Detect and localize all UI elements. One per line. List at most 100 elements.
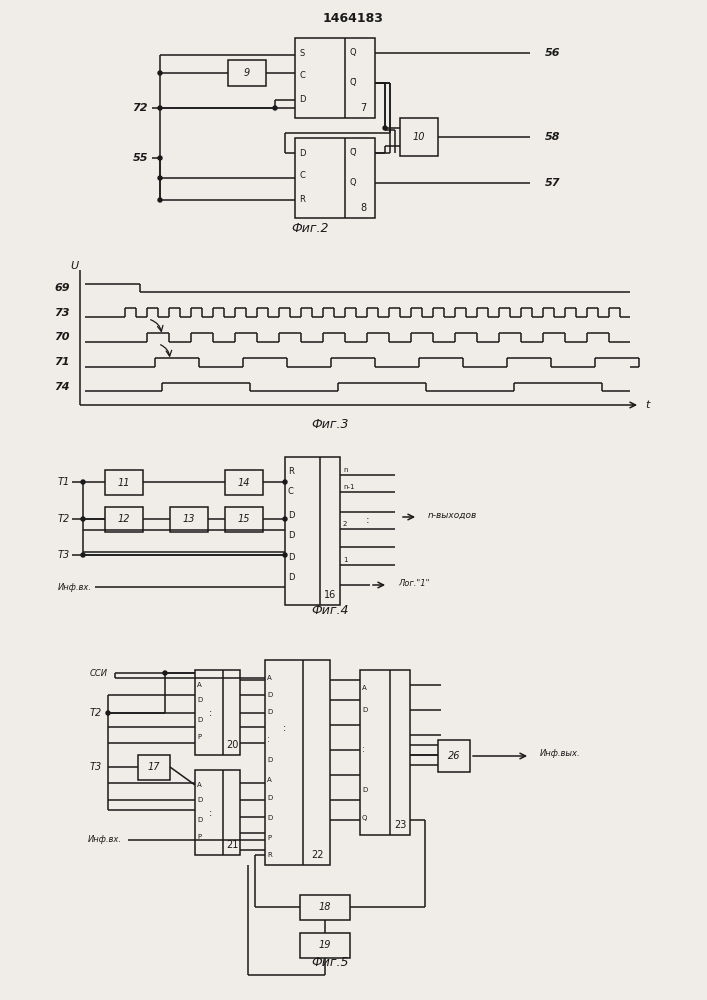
Circle shape (158, 71, 162, 75)
Text: 23: 23 (394, 820, 407, 830)
Text: 19: 19 (319, 940, 332, 950)
Circle shape (158, 176, 162, 180)
Text: 69: 69 (54, 283, 70, 293)
Circle shape (81, 480, 85, 484)
Text: T2: T2 (90, 708, 103, 718)
Text: D: D (288, 552, 295, 562)
Bar (195, 770, 240, 855)
Bar (295, 138, 375, 218)
Text: :: : (284, 723, 286, 733)
Text: D: D (362, 787, 367, 793)
Text: 11: 11 (118, 478, 130, 488)
Bar (360, 670, 410, 835)
Text: 21: 21 (226, 840, 238, 850)
Text: U: U (70, 261, 78, 271)
Text: D: D (299, 96, 305, 104)
Text: P: P (197, 734, 201, 740)
Text: T1: T1 (58, 477, 70, 487)
Text: D: D (197, 697, 202, 703)
Text: Q: Q (362, 815, 368, 821)
Text: n: n (343, 467, 348, 473)
Text: :: : (209, 708, 211, 718)
Text: D: D (288, 572, 295, 582)
Text: 71: 71 (54, 357, 70, 367)
Text: A: A (267, 777, 271, 783)
Text: Инф.вых.: Инф.вых. (540, 750, 580, 758)
Text: 8: 8 (360, 203, 366, 213)
Text: 13: 13 (182, 514, 195, 524)
Circle shape (273, 106, 277, 110)
Text: 9: 9 (244, 68, 250, 78)
Text: :: : (209, 808, 211, 818)
Text: P: P (267, 835, 271, 841)
Text: 72: 72 (132, 103, 148, 113)
Text: D: D (197, 797, 202, 803)
Text: Инф.вх.: Инф.вх. (58, 582, 92, 591)
Text: 16: 16 (324, 590, 336, 600)
Text: R: R (288, 468, 294, 477)
Text: 10: 10 (413, 132, 425, 142)
Bar (225, 470, 263, 495)
Text: T3: T3 (58, 550, 70, 560)
Text: T3: T3 (90, 762, 103, 772)
Text: Фиг.3: Фиг.3 (311, 418, 349, 432)
Circle shape (158, 106, 162, 110)
Text: :: : (267, 736, 270, 744)
Bar (300, 933, 350, 958)
Text: Q: Q (349, 48, 356, 57)
Text: A: A (362, 685, 367, 691)
Text: 22: 22 (311, 850, 323, 860)
Text: 12: 12 (118, 514, 130, 524)
Text: A: A (197, 782, 201, 788)
Text: Фиг.4: Фиг.4 (311, 603, 349, 616)
Text: 56: 56 (545, 48, 561, 58)
Text: Q: Q (349, 178, 356, 188)
Text: S: S (299, 48, 304, 57)
Text: :: : (362, 746, 365, 754)
Text: D: D (267, 709, 272, 715)
Bar (225, 507, 263, 532)
Text: 73: 73 (54, 308, 70, 318)
Text: D: D (267, 692, 272, 698)
Text: 1464183: 1464183 (322, 11, 383, 24)
Text: 17: 17 (148, 762, 160, 772)
Circle shape (81, 553, 85, 557)
Text: P: P (197, 834, 201, 840)
Text: R: R (267, 852, 271, 858)
Text: t: t (645, 400, 649, 410)
Text: D: D (299, 148, 305, 157)
Text: n-1: n-1 (343, 484, 354, 490)
Circle shape (163, 671, 167, 675)
Bar (400, 118, 438, 156)
Text: T2: T2 (58, 514, 70, 524)
Text: Инф.вх.: Инф.вх. (88, 836, 122, 844)
Text: ССИ: ССИ (90, 668, 108, 678)
Circle shape (283, 480, 287, 484)
Text: R: R (299, 196, 305, 205)
Text: 57: 57 (545, 178, 561, 188)
Bar (265, 660, 330, 865)
Bar (285, 457, 340, 605)
Text: D: D (267, 815, 272, 821)
Bar (138, 755, 170, 780)
Bar (170, 507, 208, 532)
Text: D: D (288, 510, 295, 520)
Text: D: D (197, 817, 202, 823)
Circle shape (81, 517, 85, 521)
Bar (228, 60, 266, 86)
Text: Q̅: Q̅ (349, 148, 356, 157)
Text: 70: 70 (54, 332, 70, 342)
Bar (295, 38, 375, 118)
Bar (438, 740, 470, 772)
Text: D: D (267, 795, 272, 801)
Text: 2: 2 (343, 521, 347, 527)
Text: C: C (299, 72, 305, 81)
Text: 14: 14 (238, 478, 250, 488)
Text: Фиг.2: Фиг.2 (291, 222, 329, 234)
Text: Q̅: Q̅ (349, 79, 356, 88)
Text: 74: 74 (54, 382, 70, 392)
Circle shape (283, 517, 287, 521)
Circle shape (383, 126, 387, 130)
Text: D: D (288, 530, 295, 540)
Text: A: A (197, 682, 201, 688)
